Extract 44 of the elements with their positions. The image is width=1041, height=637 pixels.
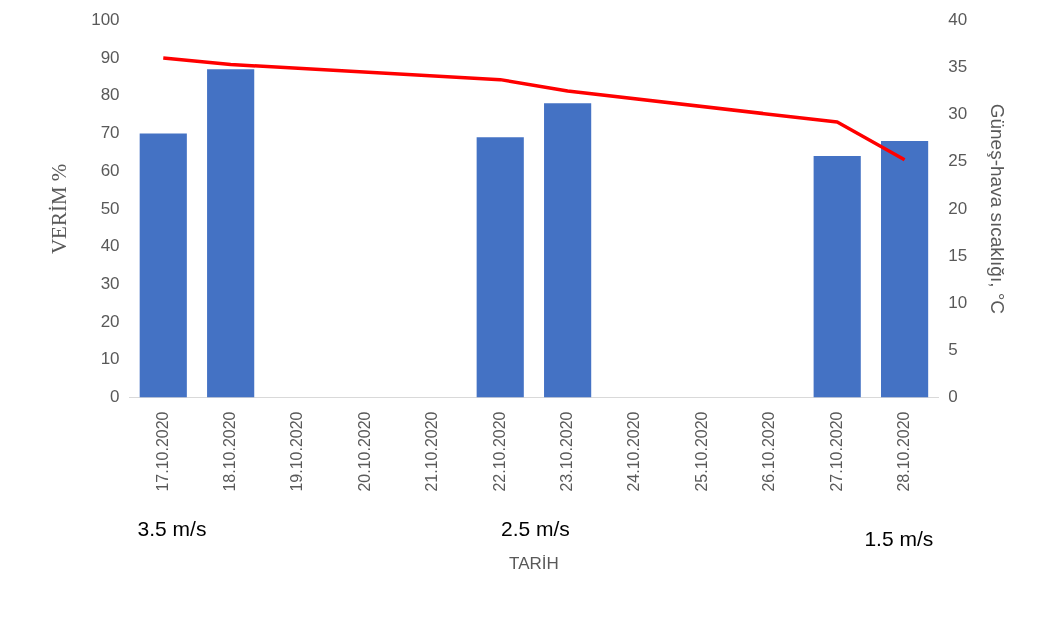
bar: [881, 140, 929, 398]
x-tick-label: 28.10.2020: [895, 411, 912, 492]
x-tick-label: 25.10.2020: [692, 411, 710, 492]
text: 3.5 m/s: [137, 516, 207, 540]
y-tick-label: 70: [100, 123, 120, 143]
y-tick-label: 0: [110, 387, 120, 407]
y-tick-label: 10: [100, 349, 120, 369]
y-axis-title: VERİM %: [47, 163, 72, 255]
y-tick-label: 20: [100, 311, 120, 331]
y-tick-label: 60: [100, 160, 120, 180]
x-axis-title: TARİH: [509, 554, 559, 574]
bar: [139, 133, 187, 398]
text: 1.5 m/s: [864, 526, 934, 550]
x-tick-label: 21.10.2020: [423, 411, 441, 492]
bar: [544, 103, 592, 398]
y2-tick-label: 0: [948, 387, 958, 407]
bar: [813, 156, 861, 398]
bar: [207, 69, 255, 398]
x-tick-label: 23.10.2020: [558, 411, 576, 492]
y2-tick-label: 35: [948, 57, 968, 77]
x-tick-label: 18.10.2020: [221, 411, 239, 492]
y2-tick-label: 25: [948, 151, 968, 171]
x-tick-label: 24.10.2020: [625, 411, 643, 492]
x-tick-label: 26.10.2020: [760, 411, 778, 492]
y2-tick-label: 40: [948, 9, 968, 29]
y-tick-label: 80: [100, 85, 120, 105]
x-tick-label: 19.10.2020: [288, 411, 306, 492]
y2-tick-label: 20: [948, 198, 968, 218]
y-tick-label: 50: [100, 198, 120, 218]
text: 2.5 m/s: [501, 516, 570, 540]
y2-tick-label: 5: [948, 340, 958, 360]
x-tick-label: 22.10.2020: [490, 411, 508, 492]
y-tick-label: 90: [100, 47, 120, 67]
x-tick-label: 17.10.2020: [153, 411, 171, 492]
y-tick-label: 100: [91, 9, 120, 29]
x-tick-label: 20.10.2020: [355, 411, 373, 492]
x-tick-label: 27.10.2020: [827, 411, 845, 492]
y2-axis-title: Güneş-hava sıcaklığı, °C: [987, 103, 1009, 315]
y2-tick-label: 30: [948, 104, 968, 124]
y2-tick-label: 10: [948, 292, 968, 312]
y2-tick-label: 15: [948, 245, 968, 265]
y-tick-label: 40: [100, 236, 120, 256]
bar: [476, 137, 524, 398]
y-tick-label: 30: [100, 274, 120, 294]
